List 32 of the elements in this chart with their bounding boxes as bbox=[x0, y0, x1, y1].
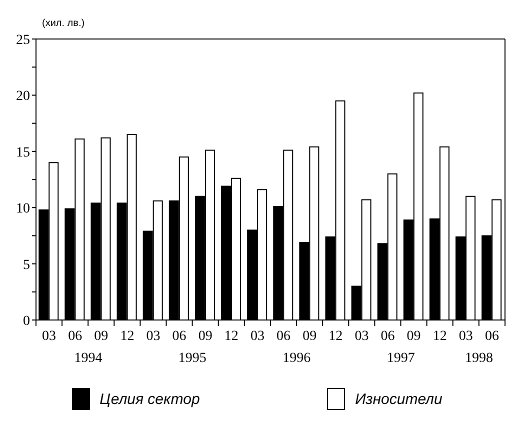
legend-label: Целия сектор bbox=[100, 390, 200, 408]
y-tick-label: 25 bbox=[16, 32, 30, 48]
x-tick-label: 09 bbox=[302, 329, 317, 344]
x-tick-label: 03 bbox=[458, 329, 473, 344]
x-tick-label: 06 bbox=[484, 329, 499, 344]
y-tick-label: 5 bbox=[23, 258, 30, 273]
y-tick-label: 20 bbox=[16, 89, 30, 104]
y-tick-label: 0 bbox=[23, 314, 30, 329]
y-tick-label: 15 bbox=[16, 145, 30, 160]
text: 1997 bbox=[386, 351, 415, 366]
x-tick-label: 09 bbox=[406, 329, 421, 344]
text: 1995 bbox=[178, 351, 206, 366]
y-tick-label: 10 bbox=[16, 202, 30, 217]
x-tick-label: 12 bbox=[432, 329, 447, 344]
x-tick-label: 12 bbox=[328, 329, 343, 344]
x-tick-label: 09 bbox=[94, 329, 108, 344]
x-tick-label: 09 bbox=[198, 329, 212, 344]
x-tick-label: 03 bbox=[146, 329, 160, 344]
text: 1996 bbox=[282, 351, 311, 366]
x-tick-label: 06 bbox=[276, 329, 291, 344]
x-tick-label: 03 bbox=[250, 329, 264, 344]
text: 1994 bbox=[74, 351, 102, 366]
x-tick-label: 12 bbox=[224, 329, 238, 344]
x-tick-label: 03 bbox=[42, 329, 56, 344]
x-tick-label: 06 bbox=[172, 329, 186, 344]
x-tick-label: 06 bbox=[380, 329, 395, 344]
text: 1998 bbox=[464, 351, 493, 366]
legend-label: Износители bbox=[355, 390, 442, 408]
x-tick-label: 06 bbox=[68, 329, 82, 344]
x-tick-label: 03 bbox=[354, 329, 369, 344]
y-axis-title: (хил. лв.) bbox=[42, 18, 85, 29]
x-tick-label: 12 bbox=[120, 329, 134, 344]
